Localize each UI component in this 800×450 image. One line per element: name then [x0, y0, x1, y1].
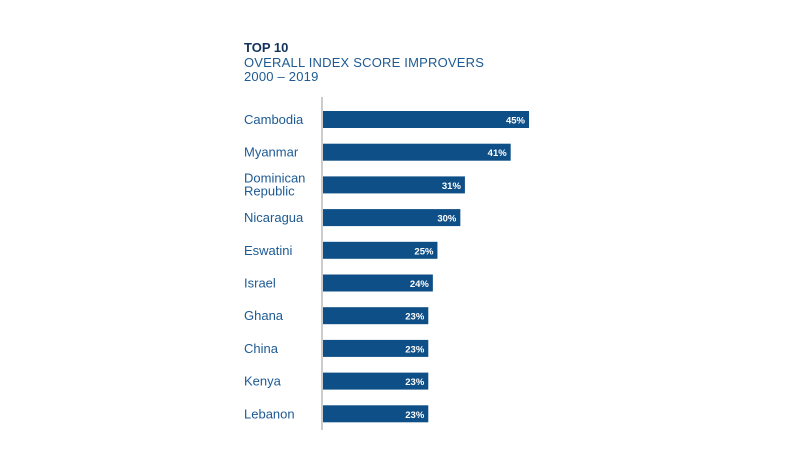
category-label: China: [244, 341, 279, 356]
bar: [323, 307, 429, 325]
category-label: Eswatini: [244, 243, 293, 258]
category-label: Kenya: [244, 374, 282, 389]
bar: [323, 241, 438, 259]
category-label: Republic: [244, 183, 295, 198]
data-label: 41%: [488, 148, 508, 159]
data-label: 25%: [414, 246, 434, 257]
bar: [323, 339, 429, 357]
bar: [323, 176, 465, 194]
bar: [323, 209, 461, 227]
data-label: 23%: [405, 344, 425, 355]
category-label: Ghana: [244, 308, 284, 323]
data-label: 31%: [442, 181, 462, 192]
bar: [323, 372, 429, 390]
category-label: Nicaragua: [244, 210, 304, 225]
data-label: 23%: [405, 410, 425, 421]
chart-title: TOP 10: [244, 40, 289, 55]
category-label: Lebanon: [244, 406, 295, 421]
bar: [323, 111, 529, 128]
bar: [323, 405, 429, 423]
category-label: Cambodia: [244, 112, 304, 127]
subtitle-line-2: 2000 – 2019: [244, 69, 319, 84]
data-label: 30%: [437, 214, 457, 225]
category-label: Israel: [244, 276, 276, 291]
category-label: Myanmar: [244, 145, 299, 160]
category-label: Dominican: [244, 170, 305, 185]
bar: [323, 274, 433, 292]
data-label: 23%: [405, 312, 425, 323]
subtitle-line-1: OVERALL INDEX SCORE IMPROVERS: [244, 55, 485, 70]
data-label: 45%: [506, 116, 526, 127]
data-label: 24%: [410, 279, 430, 290]
bar: [323, 143, 511, 161]
chart-subtitle: OVERALL INDEX SCORE IMPROVERS 2000 – 2019: [244, 56, 484, 84]
data-label: 23%: [405, 377, 425, 388]
